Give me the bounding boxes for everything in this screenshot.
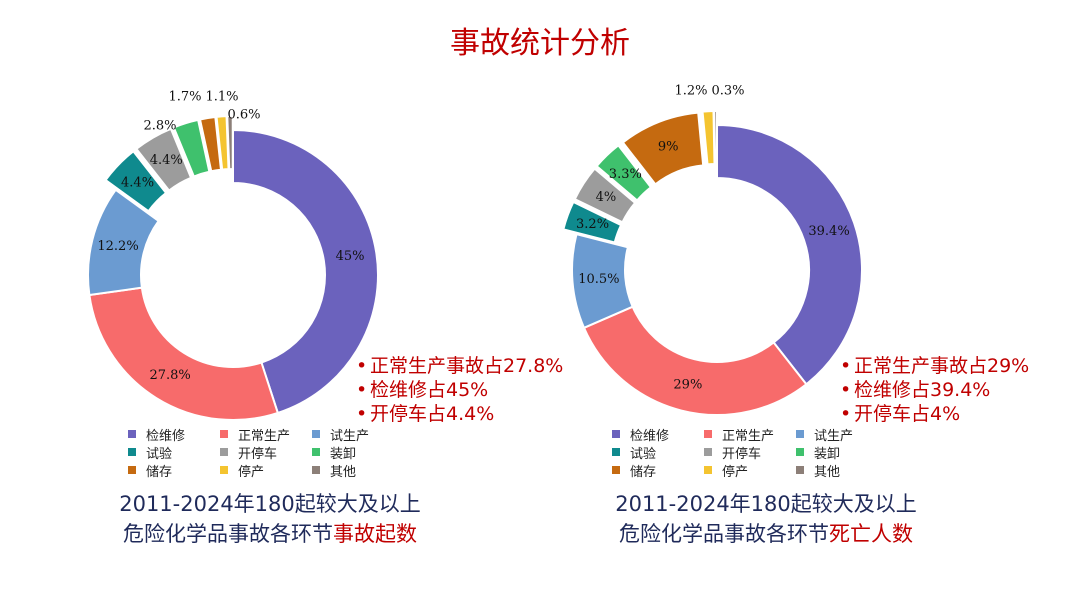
donut-slice-停产 bbox=[701, 110, 716, 166]
caption-line-1: 2011-2024年180起较大及以上 bbox=[119, 492, 421, 516]
legend-item: 正常生产 bbox=[704, 425, 796, 444]
caption-highlight: 死亡人数 bbox=[829, 522, 913, 546]
slice-label: 0.6% bbox=[227, 108, 260, 123]
legend-item: 正常生产 bbox=[220, 425, 312, 444]
donut-slice-其他 bbox=[713, 110, 718, 166]
legend-swatch bbox=[612, 430, 620, 438]
legend-swatch bbox=[128, 448, 136, 456]
legend-swatch bbox=[612, 466, 620, 474]
donut-slice-装卸 bbox=[595, 143, 653, 202]
left-caption: 2011-2024年180起较大及以上 危险化学品事故各环节事故起数 bbox=[60, 489, 480, 549]
legend-item: 装卸 bbox=[312, 443, 404, 462]
legend-item: 试验 bbox=[612, 443, 704, 462]
legend-item: 其他 bbox=[796, 461, 888, 480]
left-legend: 检维修 正常生产 试生产 试验 开停车 装卸 储存 停产 其他 bbox=[128, 425, 404, 480]
legend-swatch bbox=[796, 466, 804, 474]
slice-label: 2.8% bbox=[143, 119, 176, 134]
slice-label: 9% bbox=[658, 139, 679, 154]
legend-item: 开停车 bbox=[704, 443, 796, 462]
donut-slice-检维修 bbox=[232, 128, 379, 415]
right-bullet-list: • 正常生产事故占29% • 检维修占39.4% • 开停车占4% bbox=[840, 354, 1029, 426]
legend-swatch bbox=[704, 430, 712, 438]
donut-slice-储存 bbox=[621, 111, 705, 186]
donut-slice-其他 bbox=[226, 115, 234, 171]
slice-label: 0.3% bbox=[711, 84, 744, 99]
legend-swatch bbox=[220, 430, 228, 438]
slice-label: 4.4% bbox=[150, 153, 183, 168]
caption-line-2: 危险化学品事故各环节死亡人数 bbox=[619, 522, 913, 546]
legend-item: 其他 bbox=[312, 461, 404, 480]
legend-item: 检维修 bbox=[612, 425, 704, 444]
caption-highlight: 事故起数 bbox=[333, 522, 417, 546]
donut-chart-deaths: 39.4% 29% 10.5% 3.2% 4% 3.3% 9% 1.2% 0.3% bbox=[562, 84, 863, 416]
legend-item: 开停车 bbox=[220, 443, 312, 462]
slice-label: 1.2% bbox=[674, 84, 707, 99]
legend-item: 试验 bbox=[128, 443, 220, 462]
donut-slice-试生产 bbox=[571, 232, 634, 330]
slice-label: 3.3% bbox=[609, 167, 642, 182]
slice-label: 45% bbox=[336, 249, 365, 264]
slice-label: 27.8% bbox=[149, 368, 190, 383]
slice-label: 12.2% bbox=[97, 239, 138, 254]
slice-label: 10.5% bbox=[578, 272, 619, 287]
legend-item: 试生产 bbox=[796, 425, 888, 444]
slice-label: 1.7% bbox=[168, 90, 201, 105]
donut-slice-正常生产 bbox=[88, 286, 280, 421]
right-legend: 检维修 正常生产 试生产 试验 开停车 装卸 储存 停产 其他 bbox=[612, 425, 888, 480]
legend-swatch bbox=[220, 466, 228, 474]
slice-label: 29% bbox=[673, 377, 702, 392]
donut-chart-incidents: 45% 27.8% 12.2% 4.4% 4.4% 2.8% 1.7% 1.1% 0.6% bbox=[87, 90, 379, 421]
donut-slice-试生产 bbox=[87, 188, 160, 297]
legend-item: 试生产 bbox=[312, 425, 404, 444]
slice-label: 39.4% bbox=[808, 224, 849, 239]
slice-label: 4.4% bbox=[121, 176, 154, 191]
legend-swatch bbox=[220, 448, 228, 456]
legend-swatch bbox=[312, 430, 320, 438]
right-caption: 2011-2024年180起较大及以上 危险化学品事故各环节死亡人数 bbox=[556, 489, 976, 549]
legend-swatch bbox=[796, 448, 804, 456]
legend-item: 装卸 bbox=[796, 443, 888, 462]
donut-slice-检维修 bbox=[716, 123, 863, 386]
donut-slice-储存 bbox=[198, 115, 223, 173]
bullet-item: • 检维修占39.4% bbox=[840, 379, 991, 401]
legend-swatch bbox=[128, 430, 136, 438]
slice-label: 4% bbox=[596, 190, 617, 205]
legend-swatch bbox=[612, 448, 620, 456]
donut-slice-开停车 bbox=[573, 167, 637, 224]
caption-line-2: 危险化学品事故各环节事故起数 bbox=[123, 522, 417, 546]
legend-swatch bbox=[796, 430, 804, 438]
legend-swatch bbox=[312, 466, 320, 474]
legend-item: 储存 bbox=[128, 461, 220, 480]
legend-swatch bbox=[128, 466, 136, 474]
slice-label: 1.1% bbox=[205, 90, 238, 105]
page-title: 事故统计分析 bbox=[450, 26, 630, 61]
donut-slice-试验 bbox=[562, 200, 623, 244]
donut-slice-开停车 bbox=[134, 127, 193, 192]
legend-swatch bbox=[704, 448, 712, 456]
legend-item: 停产 bbox=[220, 461, 312, 480]
bullet-item: • 开停车占4.4% bbox=[356, 403, 495, 425]
left-bullet-list: • 正常生产事故占27.8% • 检维修占45% • 开停车占4.4% bbox=[356, 354, 563, 426]
bullet-item: • 正常生产事故占29% bbox=[840, 355, 1030, 377]
legend-item: 储存 bbox=[612, 461, 704, 480]
caption-line-1: 2011-2024年180起较大及以上 bbox=[615, 492, 917, 516]
bullet-item: • 开停车占4% bbox=[840, 403, 961, 425]
legend-swatch bbox=[704, 466, 712, 474]
legend-item: 停产 bbox=[704, 461, 796, 480]
legend-swatch bbox=[312, 448, 320, 456]
bullet-item: • 检维修占45% bbox=[356, 379, 489, 401]
donut-slice-正常生产 bbox=[582, 305, 808, 416]
donut-slice-装卸 bbox=[172, 118, 211, 178]
slice-label: 3.2% bbox=[576, 217, 609, 232]
legend-item: 检维修 bbox=[128, 425, 220, 444]
bullet-item: • 正常生产事故占27.8% bbox=[356, 355, 564, 377]
donut-slice-试验 bbox=[104, 149, 168, 213]
